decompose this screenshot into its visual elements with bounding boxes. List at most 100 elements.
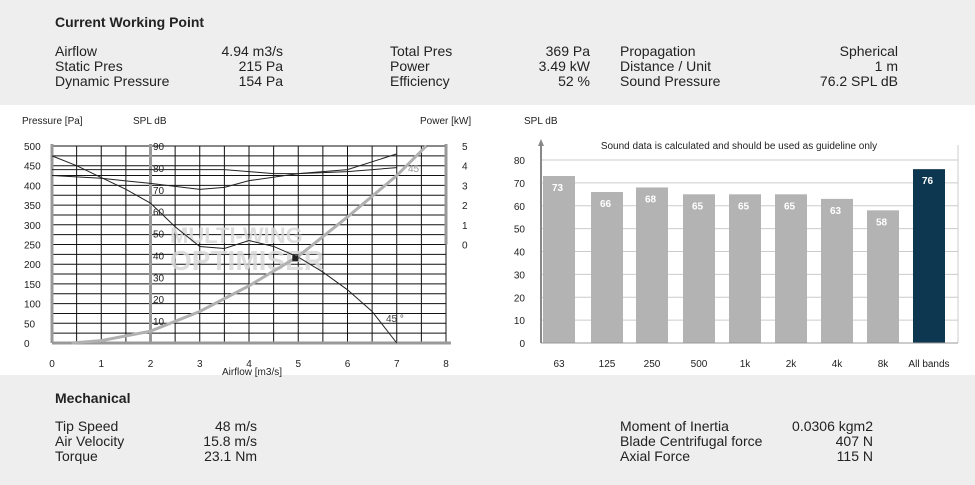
property-label: Distance / Unit [620,58,712,74]
bar-1k [729,194,761,343]
bar-axis-label: SPL dB [524,116,558,127]
property-label: Dynamic Pressure [55,73,170,89]
spl-tick-label: 70 [153,186,165,197]
pressure-tick-label: 450 [24,162,41,173]
category-label: 500 [691,359,708,370]
property-label: Static Pres [55,58,123,74]
power-tick-label: 2 [462,201,468,212]
pressure-tick-label: 250 [24,241,41,252]
axis-arrow-icon [538,139,544,146]
pressure-tick-label: 350 [24,201,41,212]
property-label: Axial Force [620,448,691,464]
power-tick-label: 1 [462,221,468,232]
working-point-title: Current Working Point [55,14,205,30]
spl-tick-label: 80 [514,156,526,167]
airflow-axis-label: Airflow [m3/s] [222,367,282,378]
spl-tick-label: 40 [153,251,165,262]
airflow-tick-label: 2 [148,359,154,370]
category-label: 8k [878,359,890,370]
property-label: Total Pres [390,43,453,59]
pressure-tick-label: 150 [24,280,41,291]
property-value: 369 Pa [545,43,590,59]
property-value: 76.2 SPL dB [819,73,898,89]
spl-tick-label: 50 [153,230,165,241]
property-label: Moment of Inertia [620,418,729,434]
property-value: 3.49 kW [538,58,590,74]
bar-4k [821,198,853,343]
property-label: Air Velocity [55,433,125,449]
curve-0 [51,155,398,344]
bar-value-label: 73 [552,183,564,194]
pressure-tick-label: 200 [24,260,41,271]
pressure-tick-label: 500 [24,142,41,153]
bar-8k [867,210,899,343]
spl-tick-label: 40 [514,248,526,259]
spl-tick-label: 70 [514,179,526,190]
bar-chart-note: Sound data is calculated and should be u… [601,141,877,152]
property-value: 52 % [558,73,590,89]
airflow-tick-label: 6 [345,359,351,370]
bar-All-bands [913,169,945,343]
property-label: Tip Speed [55,418,119,434]
power-tick-label: 3 [462,181,468,192]
power-tick-label: 4 [462,162,468,173]
bar-value-label: 66 [600,199,612,210]
property-value: 215 Pa [238,58,283,74]
pressure-tick-label: 100 [24,300,41,311]
airflow-tick-label: 4 [246,359,252,370]
bar-value-label: 65 [738,201,750,212]
curve-3 [71,144,428,345]
power-tick-label: 5 [462,142,468,153]
bar-2k [775,194,807,343]
property-value: 48 m/s [214,418,257,434]
property-value: Spherical [839,43,898,59]
property-value: 1 m [874,58,898,74]
property-value: 115 N [836,448,873,464]
category-label: 250 [644,359,661,370]
airflow-tick-label: 1 [98,359,104,370]
airflow-tick-label: 8 [443,359,449,370]
bar-value-label: 65 [692,201,704,212]
pressure-axis-label: Pressure [Pa] [22,116,83,127]
category-label: 2k [786,359,798,370]
property-value: 23.1 Nm [204,448,257,464]
category-label: 4k [832,359,844,370]
property-value: 154 Pa [238,73,283,89]
category-label: 125 [599,359,616,370]
spl-tick-label: 60 [153,208,165,219]
curve-1 [51,153,397,190]
watermark-text: OPTIMISER [170,245,324,276]
spl-tick-label: 20 [153,295,165,306]
category-label: All bands [908,359,949,370]
power-tick-label: 0 [462,241,468,252]
property-label: Airflow [55,43,98,59]
bar-value-label: 58 [876,217,888,228]
spl-tick-label: 20 [514,293,526,304]
bar-value-label: 65 [784,201,796,212]
spl-tick-label: 80 [153,164,165,175]
bar-value-label: 68 [645,194,657,205]
spl-tick-label: 30 [153,273,165,284]
spl-tick-label: 50 [514,225,526,236]
spl-tick-label: 90 [153,142,165,153]
property-value: 0.0306 kgm2 [792,418,873,434]
pressure-tick-label: 0 [24,339,30,350]
airflow-tick-label: 0 [49,359,55,370]
property-value: 407 N [835,433,873,449]
category-label: 63 [553,359,565,370]
bar-500 [683,194,715,343]
pressure-tick-label: 400 [24,181,41,192]
watermark-text: MULTI-WING [170,223,303,248]
spl-tick-label: 10 [153,317,165,328]
power-axis-label: Power [kW] [420,116,471,127]
property-label: Sound Pressure [620,73,721,89]
airflow-tick-label: 7 [394,359,400,370]
spl-tick-label: 30 [514,270,526,281]
property-label: Torque [55,448,98,464]
mechanical-title: Mechanical [55,390,131,406]
bar-63 [543,176,575,343]
angle-annotation: 45 ° [386,314,404,325]
spl-tick-label: 10 [514,316,526,327]
pressure-tick-label: 300 [24,221,41,232]
category-label: 1k [740,359,752,370]
